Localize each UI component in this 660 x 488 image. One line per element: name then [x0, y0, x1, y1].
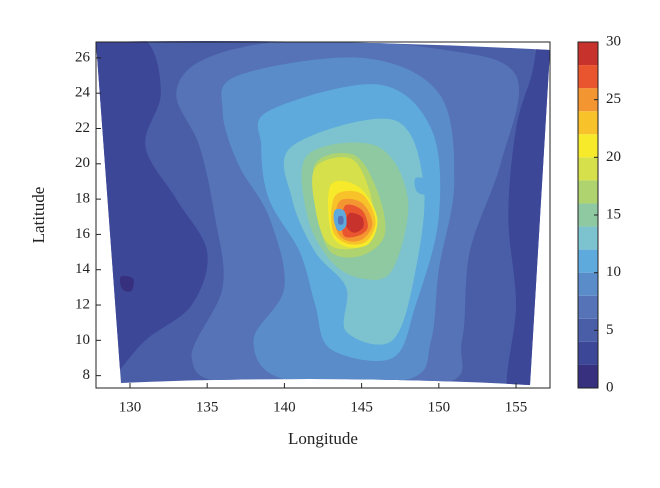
- contour-region: [414, 177, 433, 195]
- colorbar-tick-label: 10: [606, 264, 621, 280]
- colorbar-segment: [578, 134, 598, 158]
- colorbar-tick-label: 0: [606, 379, 614, 395]
- colorbar-segment: [578, 88, 598, 112]
- colorbar-segment: [578, 65, 598, 89]
- plot-frame: [95, 41, 551, 389]
- x-tick-label: 135: [196, 399, 219, 415]
- colorbar-tick-label: 20: [606, 149, 621, 165]
- colorbar-segment: [578, 295, 598, 319]
- colorbar-segment: [578, 42, 598, 66]
- y-tick-label: 24: [75, 85, 91, 101]
- colorbar-segment: [578, 180, 598, 204]
- y-tick-label: 10: [75, 332, 90, 348]
- x-tick-label: 145: [350, 399, 373, 415]
- contour-region: [119, 275, 134, 292]
- y-tick-label: 18: [75, 191, 90, 207]
- colorbar-tick-label: 15: [606, 206, 621, 222]
- x-tick-label: 130: [119, 399, 142, 415]
- x-axis-label: Longitude: [288, 429, 358, 448]
- y-tick-label: 8: [83, 367, 91, 383]
- colorbar-segment: [578, 203, 598, 227]
- colorbar-segment: [578, 111, 598, 135]
- y-tick-label: 14: [75, 261, 91, 277]
- contour-region: [337, 215, 344, 225]
- contour-region: [345, 212, 364, 233]
- x-tick-label: 150: [428, 399, 451, 415]
- x-tick-label: 140: [273, 399, 296, 415]
- y-tick-label: 22: [75, 120, 90, 136]
- colorbar-segment: [578, 318, 598, 342]
- colorbar-segment: [578, 249, 598, 273]
- colorbar-segment: [578, 341, 598, 365]
- contour-region: [96, 41, 208, 385]
- y-tick-label: 16: [75, 226, 91, 242]
- colorbar-tick-label: 30: [606, 33, 621, 49]
- contour-field: [96, 41, 550, 385]
- colorbar-tick-label: 25: [606, 91, 621, 107]
- colorbar-segment: [578, 157, 598, 181]
- x-tick-label: 155: [505, 399, 528, 415]
- colorbar-segment: [578, 272, 598, 296]
- y-tick-label: 20: [75, 155, 90, 171]
- colorbar-segment: [578, 226, 598, 250]
- colorbar-segment: [578, 364, 598, 388]
- colorbar-tick-label: 5: [606, 322, 614, 338]
- y-tick-label: 12: [75, 296, 90, 312]
- y-tick-label: 26: [75, 49, 91, 65]
- y-axis-label: Latitude: [29, 187, 48, 244]
